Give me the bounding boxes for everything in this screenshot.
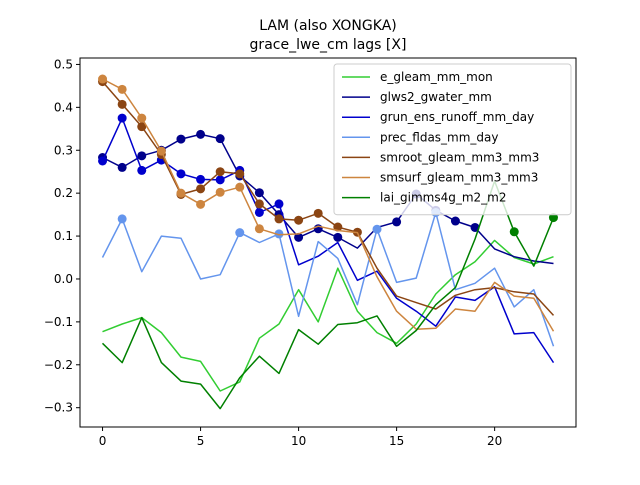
data-point bbox=[98, 74, 108, 84]
data-point bbox=[215, 167, 225, 177]
data-point bbox=[117, 162, 127, 172]
data-point bbox=[137, 122, 147, 132]
legend-label: lai_gimms4g_m2_m2 bbox=[380, 191, 507, 205]
legend-label: smsurf_gleam_mm3_mm3 bbox=[380, 171, 538, 185]
legend-label: glws2_gwater_mm bbox=[380, 90, 492, 104]
data-point bbox=[176, 169, 186, 179]
chart-subtitle: grace_lwe_cm lags [X] bbox=[250, 37, 407, 53]
data-point bbox=[196, 174, 206, 184]
data-point bbox=[254, 207, 264, 217]
data-point bbox=[196, 199, 206, 209]
data-point bbox=[333, 232, 343, 242]
y-tick-label: −0.3 bbox=[44, 401, 73, 415]
data-point bbox=[215, 187, 225, 197]
plot-area: 0 5 10 15 20 −0.3 −0.2 −0.1 0.0 0.1 0.2 0.3 0.4 0.5 bbox=[44, 57, 577, 448]
legend-label: grun_ens_runoff_mm_day bbox=[380, 110, 534, 124]
data-point bbox=[215, 175, 225, 185]
data-point bbox=[509, 227, 519, 237]
data-point bbox=[137, 113, 147, 123]
legend-label: e_gleam_mm_mon bbox=[380, 70, 493, 84]
x-tick-label: 20 bbox=[487, 434, 502, 448]
x-tick-label: 5 bbox=[197, 434, 205, 448]
y-tick-label: 0.5 bbox=[54, 57, 73, 71]
series-line bbox=[102, 239, 554, 392]
data-point bbox=[117, 99, 127, 109]
y-tick-label: 0.2 bbox=[54, 186, 73, 200]
data-point bbox=[117, 84, 127, 94]
data-point bbox=[215, 134, 225, 144]
data-point bbox=[294, 215, 304, 225]
axes-frame bbox=[79, 57, 577, 428]
data-point bbox=[294, 232, 304, 242]
data-point bbox=[392, 217, 402, 227]
legend-label: prec_fldas_mm_day bbox=[380, 130, 499, 144]
data-point bbox=[196, 184, 206, 194]
series-line bbox=[101, 211, 555, 347]
data-point bbox=[196, 129, 206, 139]
y-tick-label: 0.0 bbox=[54, 272, 73, 286]
y-tick-label: −0.1 bbox=[44, 315, 73, 329]
data-point bbox=[235, 228, 245, 238]
chart-title: LAM (also XONGKA) bbox=[259, 18, 396, 34]
data-point bbox=[548, 213, 558, 223]
data-point bbox=[117, 113, 127, 123]
data-point bbox=[117, 214, 127, 224]
data-point bbox=[470, 222, 480, 232]
data-point bbox=[254, 188, 264, 198]
y-tick-label: −0.2 bbox=[44, 358, 73, 372]
y-tick-label: 0.1 bbox=[54, 229, 73, 243]
data-point bbox=[98, 156, 108, 166]
data-point bbox=[254, 199, 264, 209]
x-tick-label: 15 bbox=[389, 434, 404, 448]
x-tick-label: 0 bbox=[99, 434, 107, 448]
data-point bbox=[176, 134, 186, 144]
series-line bbox=[101, 180, 555, 410]
data-point bbox=[156, 146, 166, 156]
data-point bbox=[176, 188, 186, 198]
data-point bbox=[235, 169, 245, 179]
data-point bbox=[235, 182, 245, 192]
legend-label: smroot_gleam_mm3_mm3 bbox=[380, 150, 539, 164]
series-line bbox=[102, 78, 555, 332]
legend-box bbox=[333, 63, 572, 216]
data-point bbox=[274, 214, 284, 224]
data-point bbox=[137, 165, 147, 175]
data-point bbox=[137, 151, 147, 161]
data-point bbox=[274, 199, 284, 209]
data-point bbox=[450, 216, 460, 226]
y-tick-label: 0.4 bbox=[54, 100, 73, 114]
x-tick-label: 10 bbox=[291, 434, 306, 448]
data-point bbox=[254, 224, 264, 234]
data-point bbox=[372, 224, 382, 234]
data-point bbox=[313, 208, 323, 218]
data-point bbox=[274, 229, 284, 239]
legend: e_gleam_mm_mon glws2_gwater_mm grun_ens_ru… bbox=[333, 63, 572, 216]
y-tick-label: 0.3 bbox=[54, 143, 73, 157]
